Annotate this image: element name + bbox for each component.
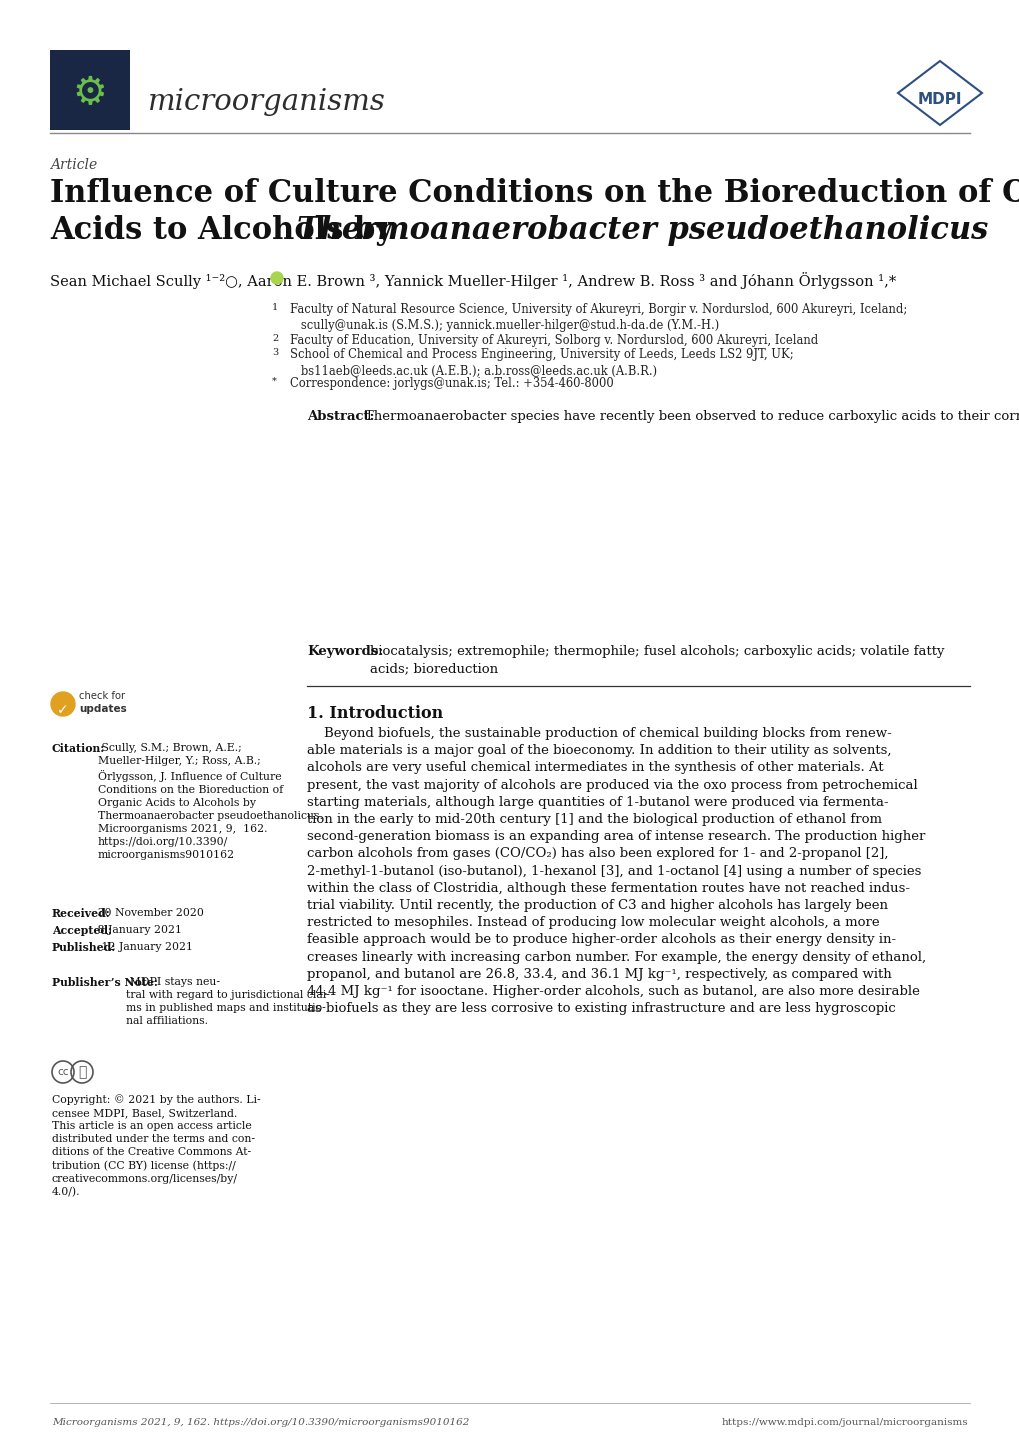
Circle shape bbox=[51, 692, 75, 717]
Bar bbox=[50, 50, 129, 130]
Text: microorganisms: microorganisms bbox=[148, 88, 385, 115]
Text: Acids to Alcohols by: Acids to Alcohols by bbox=[50, 215, 404, 247]
Text: biocatalysis; extremophile; thermophile; fusel alcohols; carboxylic acids; volat: biocatalysis; extremophile; thermophile;… bbox=[370, 645, 944, 675]
Text: 2: 2 bbox=[272, 335, 278, 343]
Text: Beyond biofuels, the sustainable production of chemical building blocks from ren: Beyond biofuels, the sustainable product… bbox=[307, 727, 925, 1015]
Text: Scully, S.M.; Brown, A.E.;
Mueller-Hilger, Y.; Ross, A.B.;
Örlygsson, J. Influen: Scully, S.M.; Brown, A.E.; Mueller-Hilge… bbox=[98, 743, 323, 859]
Text: Faculty of Education, University of Akureyri, Solborg v. Nordurslod, 600 Akureyr: Faculty of Education, University of Akur… bbox=[289, 335, 817, 348]
Text: Influence of Culture Conditions on the Bioreduction of Organic: Influence of Culture Conditions on the B… bbox=[50, 177, 1019, 209]
Text: https://www.mdpi.com/journal/microorganisms: https://www.mdpi.com/journal/microorgani… bbox=[720, 1417, 967, 1428]
Text: updates: updates bbox=[78, 704, 126, 714]
Text: 1. Introduction: 1. Introduction bbox=[307, 705, 443, 722]
Text: Ⓢ: Ⓢ bbox=[77, 1066, 86, 1079]
Text: Copyright: © 2021 by the authors. Li-
censee MDPI, Basel, Switzerland.
This arti: Copyright: © 2021 by the authors. Li- ce… bbox=[52, 1094, 261, 1197]
Text: 12 January 2021: 12 January 2021 bbox=[99, 942, 194, 952]
Text: Accepted:: Accepted: bbox=[52, 924, 112, 936]
Text: Published:: Published: bbox=[52, 942, 116, 953]
Text: ⚙: ⚙ bbox=[72, 74, 107, 112]
Text: MDPI: MDPI bbox=[917, 92, 961, 108]
Text: 30 November 2020: 30 November 2020 bbox=[94, 908, 204, 919]
Text: Received:: Received: bbox=[52, 908, 111, 919]
Text: ✓: ✓ bbox=[57, 704, 68, 717]
Circle shape bbox=[271, 273, 282, 284]
Text: Abstract:: Abstract: bbox=[307, 410, 374, 423]
Text: Thermoanaerobacter pseudoethanolicus: Thermoanaerobacter pseudoethanolicus bbox=[297, 215, 987, 247]
Text: Thermoanaerobacter species have recently been observed to reduce carboxylic acid: Thermoanaerobacter species have recently… bbox=[365, 410, 1019, 423]
Text: Faculty of Natural Resource Science, University of Akureyri, Borgir v. Nordurslo: Faculty of Natural Resource Science, Uni… bbox=[289, 303, 906, 333]
Text: cc: cc bbox=[57, 1067, 68, 1077]
Text: check for: check for bbox=[78, 691, 125, 701]
Text: MDPI stays neu-
tral with regard to jurisdictional clai-
ms in published maps an: MDPI stays neu- tral with regard to juri… bbox=[126, 978, 329, 1027]
Text: *: * bbox=[272, 376, 276, 386]
Text: Microorganisms 2021, 9, 162. https://doi.org/10.3390/microorganisms9010162: Microorganisms 2021, 9, 162. https://doi… bbox=[52, 1417, 469, 1428]
Text: Publisher’s Note:: Publisher’s Note: bbox=[52, 978, 158, 988]
Text: Citation:: Citation: bbox=[52, 743, 105, 754]
Text: Correspondence: jorlygs@unak.is; Tel.: +354-460-8000: Correspondence: jorlygs@unak.is; Tel.: +… bbox=[289, 376, 613, 389]
Text: 8 January 2021: 8 January 2021 bbox=[94, 924, 181, 934]
Text: Article: Article bbox=[50, 159, 97, 172]
Text: Keywords:: Keywords: bbox=[307, 645, 383, 658]
Text: School of Chemical and Process Engineering, University of Leeds, Leeds LS2 9JT, : School of Chemical and Process Engineeri… bbox=[289, 348, 793, 378]
Text: 3: 3 bbox=[272, 348, 278, 358]
Text: Sean Michael Scully ¹⁻²○, Aaron E. Brown ³, Yannick Mueller-Hilger ¹, Andrew B. : Sean Michael Scully ¹⁻²○, Aaron E. Brown… bbox=[50, 273, 896, 288]
Text: 1: 1 bbox=[272, 303, 278, 311]
